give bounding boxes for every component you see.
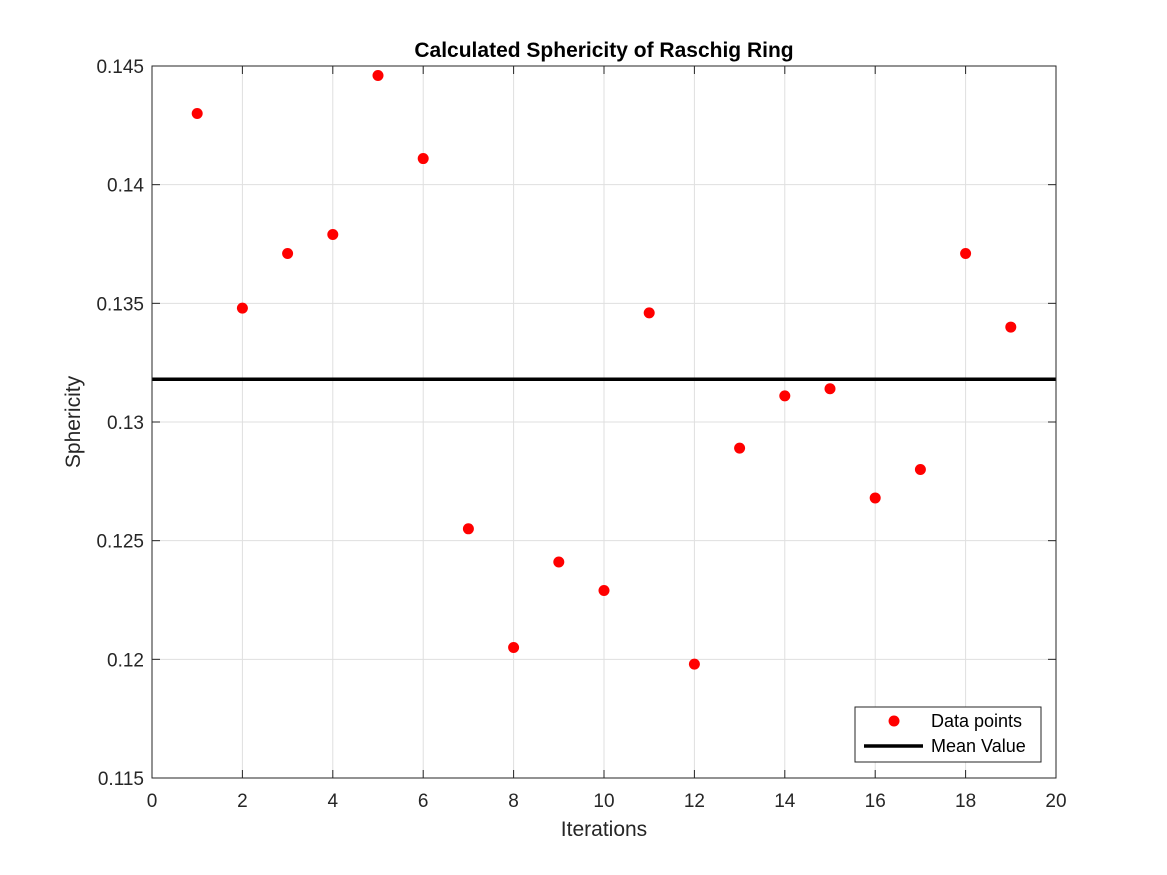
- y-tick-label: 0.115: [98, 769, 144, 790]
- legend-mean-value-label: Mean Value: [931, 736, 1026, 756]
- data-point: [462, 523, 474, 535]
- x-axis-label: Iterations: [561, 818, 647, 841]
- y-tick-label: 0.135: [96, 294, 144, 315]
- data-point: [282, 247, 294, 259]
- data-point: [824, 383, 836, 395]
- data-point: [643, 307, 655, 319]
- x-tick-label: 0: [147, 791, 158, 812]
- x-tick-label: 14: [774, 791, 796, 812]
- y-tick-label: 0.12: [107, 650, 144, 671]
- x-ticks: 0 2 4 6 8 10 12 14 16 18 20: [147, 66, 1067, 812]
- data-point: [417, 153, 429, 165]
- data-point: [191, 107, 203, 119]
- y-tick-label: 0.125: [96, 532, 144, 553]
- chart-title: Calculated Sphericity of Raschig Ring: [414, 39, 793, 62]
- data-point: [960, 247, 972, 259]
- data-point: [779, 390, 791, 402]
- y-ticks: 0.115 0.12 0.125 0.13 0.135 0.14 0.145: [96, 57, 1056, 790]
- legend: Data points Mean Value: [854, 706, 1042, 763]
- x-tick-label: 12: [684, 791, 705, 812]
- data-point: [734, 442, 746, 454]
- data-points-layer: [191, 69, 1017, 670]
- y-tick-label: 0.14: [107, 176, 144, 197]
- legend-data-points-marker: [888, 715, 900, 727]
- data-point: [688, 658, 700, 670]
- x-tick-label: 6: [418, 791, 429, 812]
- data-point: [1005, 321, 1017, 333]
- x-tick-label: 20: [1045, 791, 1066, 812]
- legend-data-points-label: Data points: [931, 711, 1022, 731]
- y-tick-label: 0.145: [96, 57, 144, 78]
- x-tick-label: 10: [593, 791, 614, 812]
- x-tick-label: 16: [865, 791, 886, 812]
- x-tick-label: 8: [508, 791, 519, 812]
- legend-box: [854, 706, 1042, 763]
- x-tick-label: 4: [328, 791, 339, 812]
- data-point: [914, 463, 926, 475]
- data-point: [236, 302, 248, 314]
- y-tick-label: 0.13: [107, 413, 144, 434]
- y-axis-label: Sphericity: [62, 375, 85, 468]
- data-point: [553, 556, 565, 568]
- x-tick-label: 2: [237, 791, 248, 812]
- data-point: [372, 69, 384, 81]
- data-point: [327, 229, 339, 241]
- data-point: [869, 492, 881, 504]
- data-point: [508, 641, 520, 653]
- grid-lines: [152, 66, 1056, 778]
- data-point: [598, 585, 610, 597]
- x-tick-label: 18: [955, 791, 976, 812]
